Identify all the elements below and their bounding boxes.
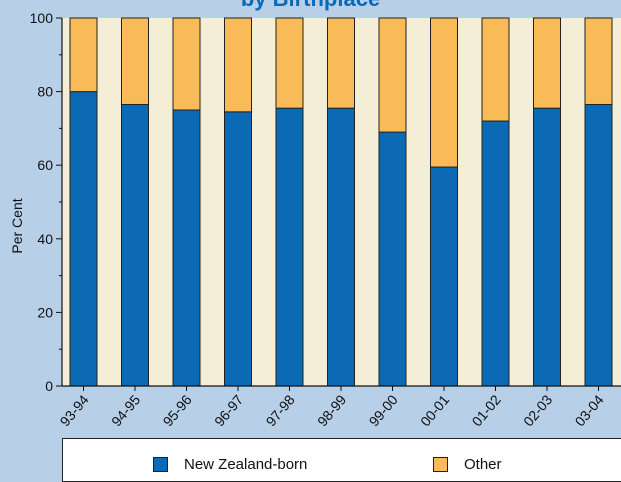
legend-label-other: Other bbox=[464, 456, 502, 473]
x-tick-label: 98-99 bbox=[314, 391, 349, 429]
legend-item-other: Other bbox=[433, 456, 502, 473]
bar-other-95-96 bbox=[172, 17, 201, 111]
bar-other-02-03 bbox=[533, 17, 561, 109]
bar-other-00-01 bbox=[430, 17, 458, 168]
bar-nz-born-00-01 bbox=[430, 166, 458, 387]
bar-other-94-95 bbox=[121, 17, 149, 105]
y-tick-label: 40 bbox=[37, 231, 53, 247]
legend-swatch-nz-born bbox=[153, 457, 168, 472]
y-axis-label: Per Cent bbox=[9, 198, 25, 253]
x-tick-label: 96-97 bbox=[211, 391, 246, 429]
y-tick-labels: 0 20 40 60 80 100 bbox=[30, 10, 54, 394]
bar-nz-born-99-00 bbox=[378, 131, 407, 387]
bar-other-03-04 bbox=[584, 17, 613, 105]
x-tick-label: 02-03 bbox=[520, 391, 555, 429]
bar-nz-born-94-95 bbox=[121, 103, 149, 387]
legend: New Zealand-born Other bbox=[62, 438, 621, 482]
legend-swatch-other bbox=[433, 457, 448, 472]
bar-other-99-00 bbox=[378, 17, 407, 133]
x-tick-label: 93-94 bbox=[57, 391, 92, 429]
x-tick-label: 01-02 bbox=[469, 391, 504, 429]
x-tick-label: 00-01 bbox=[417, 391, 452, 429]
bar-nz-born-01-02 bbox=[481, 120, 510, 387]
chart-title: by Birthplace bbox=[0, 0, 621, 12]
bar-nz-born-97-98 bbox=[275, 107, 304, 387]
bar-other-97-98 bbox=[275, 17, 304, 109]
bar-nz-born-96-97 bbox=[224, 111, 252, 387]
bar-other-98-99 bbox=[327, 17, 355, 109]
x-tick-labels: 93-94 94-95 95-96 96-97 97-98 98-99 99-00 00-01… bbox=[57, 391, 607, 429]
x-tick-label: 97-98 bbox=[263, 391, 298, 429]
bar-nz-born-98-99 bbox=[327, 107, 355, 387]
bar-series bbox=[69, 17, 613, 387]
x-tick-label: 99-00 bbox=[366, 391, 401, 429]
x-tick-label: 94-95 bbox=[108, 391, 143, 429]
y-tick-label: 80 bbox=[37, 84, 53, 100]
y-tick-label: 0 bbox=[45, 378, 53, 394]
bar-nz-born-03-04 bbox=[584, 103, 613, 387]
bar-nz-born-93-94 bbox=[69, 91, 98, 387]
bar-other-93-94 bbox=[69, 17, 98, 93]
y-tick-label: 100 bbox=[30, 10, 54, 26]
legend-label-nz-born: New Zealand-born bbox=[184, 456, 308, 473]
axes bbox=[56, 17, 621, 391]
bar-other-96-97 bbox=[224, 17, 252, 113]
bar-other-01-02 bbox=[481, 17, 510, 122]
bar-nz-born-02-03 bbox=[533, 107, 561, 387]
legend-item-nz-born: New Zealand-born bbox=[153, 456, 307, 473]
x-tick-label: 03-04 bbox=[572, 391, 607, 429]
x-tick-label: 95-96 bbox=[160, 391, 195, 429]
bar-nz-born-95-96 bbox=[172, 109, 201, 387]
y-tick-label: 60 bbox=[37, 157, 53, 173]
y-tick-label: 20 bbox=[37, 304, 53, 320]
